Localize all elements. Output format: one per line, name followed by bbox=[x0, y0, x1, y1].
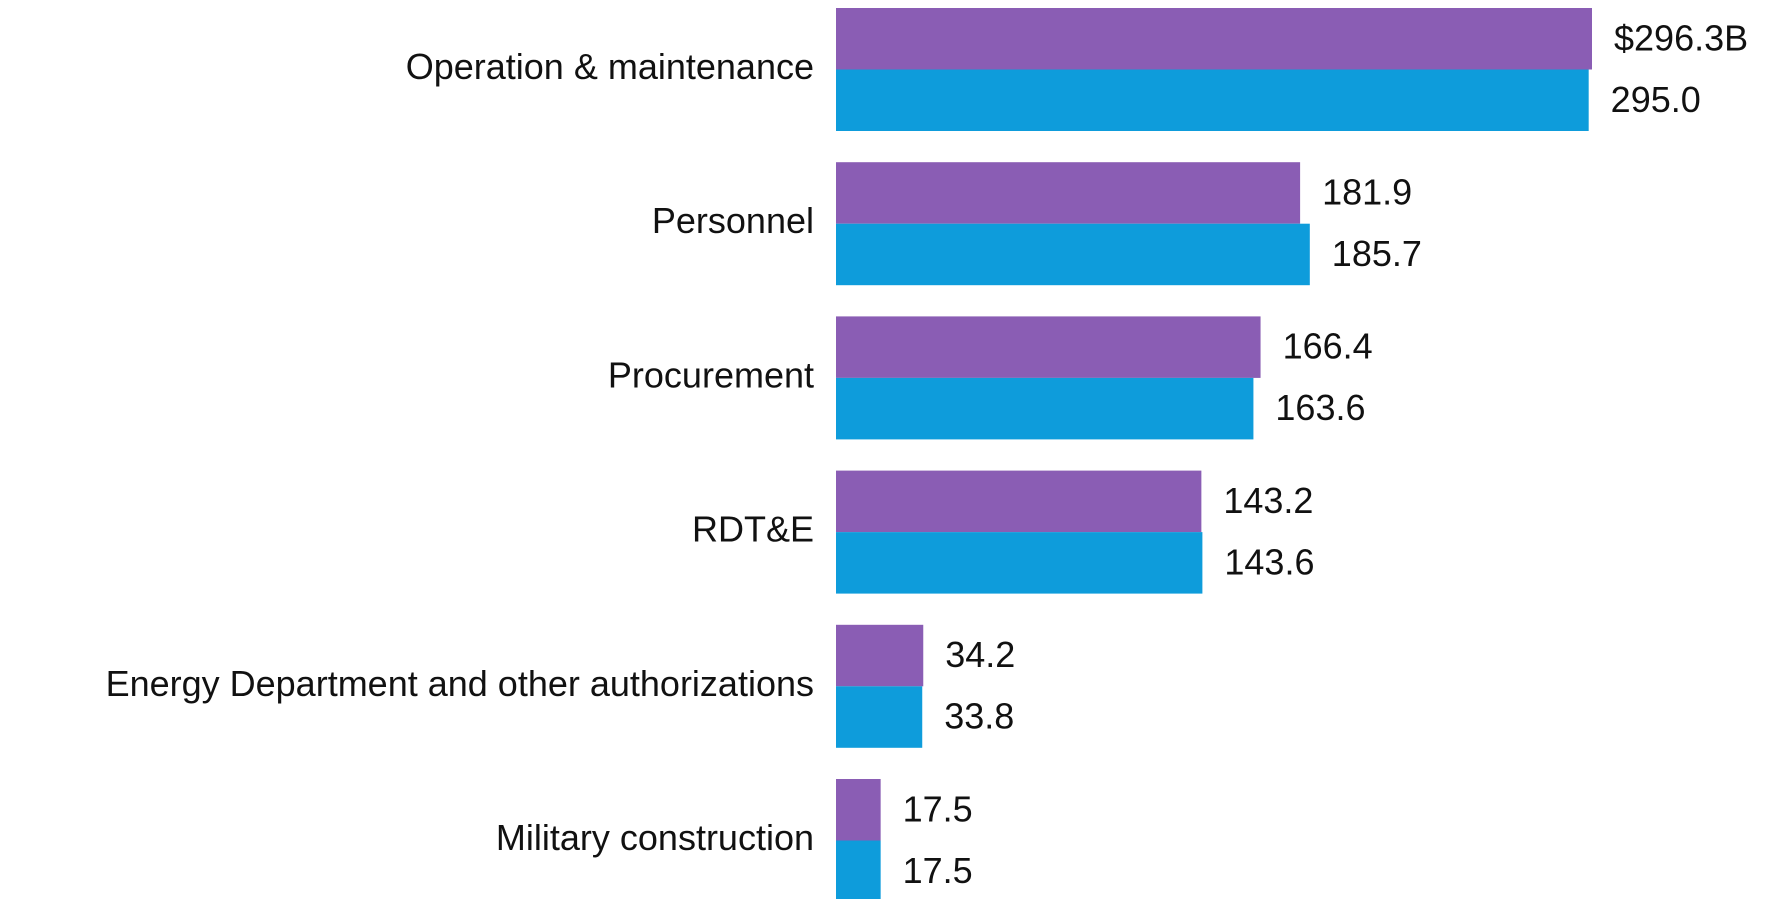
value-label: 17.5 bbox=[903, 788, 973, 829]
bar bbox=[836, 69, 1589, 131]
value-label: 163.6 bbox=[1275, 387, 1365, 428]
value-label: 33.8 bbox=[944, 696, 1014, 737]
value-label: 166.4 bbox=[1283, 326, 1373, 367]
bar bbox=[836, 8, 1592, 70]
value-label: 34.2 bbox=[945, 634, 1015, 675]
bar bbox=[836, 779, 881, 841]
value-label: 185.7 bbox=[1332, 233, 1422, 274]
value-label: 143.2 bbox=[1223, 480, 1313, 521]
value-label: $296.3B bbox=[1614, 17, 1748, 58]
category-label: RDT&E bbox=[692, 509, 814, 550]
bar bbox=[836, 470, 1202, 533]
bar bbox=[836, 532, 1203, 594]
value-label: 143.6 bbox=[1224, 541, 1314, 582]
bar bbox=[836, 840, 881, 899]
value-label: 17.5 bbox=[903, 850, 973, 891]
value-label: 181.9 bbox=[1322, 171, 1412, 212]
bar bbox=[836, 316, 1261, 378]
category-label: Personnel bbox=[652, 200, 814, 241]
category-label: Operation & maintenance bbox=[406, 46, 814, 87]
bar bbox=[836, 624, 924, 687]
bar bbox=[836, 377, 1254, 440]
bar bbox=[836, 162, 1301, 224]
bar bbox=[836, 686, 923, 748]
bar bbox=[836, 223, 1310, 286]
category-label: Procurement bbox=[608, 354, 814, 395]
category-label: Military construction bbox=[496, 817, 814, 858]
category-label: Energy Department and other authorizatio… bbox=[106, 663, 814, 704]
value-label: 295.0 bbox=[1611, 79, 1701, 120]
